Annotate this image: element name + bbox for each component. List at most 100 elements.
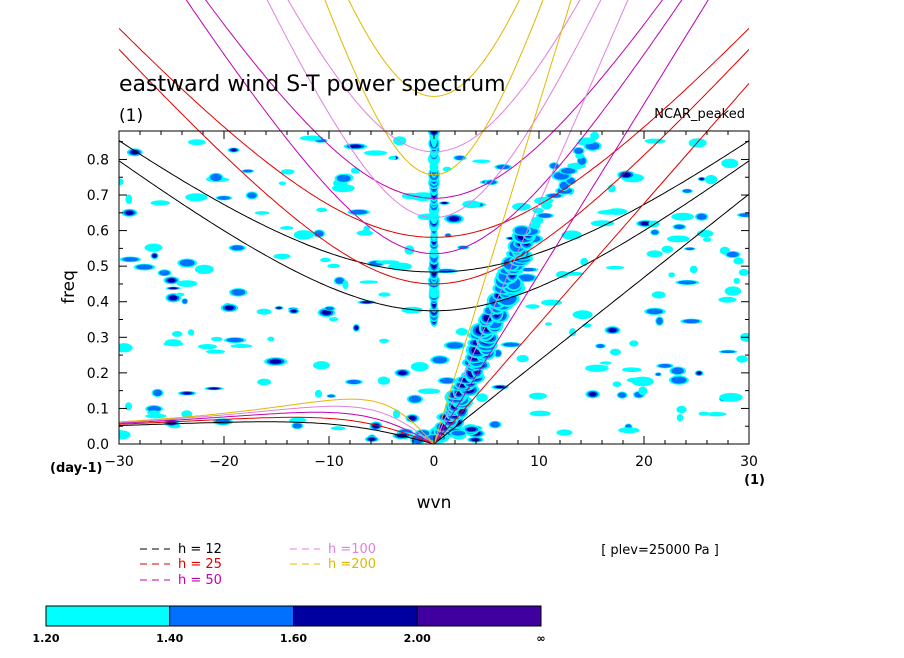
contour-blob bbox=[719, 392, 743, 402]
contour-blob bbox=[471, 438, 480, 442]
x-tick-label: −30 bbox=[104, 454, 134, 470]
contour-blob bbox=[336, 174, 351, 182]
contour-blob bbox=[256, 308, 272, 315]
y-tick-label: 0.8 bbox=[87, 152, 109, 168]
contour-blob bbox=[622, 367, 642, 373]
contour-blob bbox=[739, 213, 749, 217]
contour-blob bbox=[676, 405, 687, 414]
legend-label: h = 50 bbox=[178, 573, 222, 588]
contour-blob bbox=[313, 361, 330, 370]
colorbar-segment bbox=[416, 605, 542, 627]
colorbar-label: ∞ bbox=[536, 632, 545, 645]
contour-blob bbox=[490, 421, 500, 428]
contour-blob bbox=[164, 339, 182, 345]
contour-blob bbox=[590, 220, 615, 227]
contour-blob bbox=[671, 212, 694, 221]
contour-blob bbox=[736, 355, 748, 363]
contour-blob bbox=[299, 135, 324, 141]
contour-blob bbox=[605, 265, 625, 270]
contour-blob bbox=[361, 301, 372, 304]
ig-curve bbox=[119, 160, 749, 312]
contour-blob bbox=[578, 137, 596, 145]
contour-blob bbox=[556, 429, 573, 436]
contour-blob bbox=[242, 169, 253, 173]
contour-blob bbox=[674, 224, 685, 230]
contour-blob bbox=[451, 430, 466, 436]
contour-blob bbox=[293, 230, 314, 240]
contour-blob bbox=[377, 376, 391, 385]
x-unit-left: (day-1) bbox=[50, 461, 102, 476]
contour-blob bbox=[702, 237, 712, 242]
contour-blob bbox=[349, 144, 362, 149]
ig-curve bbox=[185, 0, 683, 255]
rossby-curve bbox=[119, 421, 435, 444]
contour-blob bbox=[136, 264, 153, 270]
contour-blob bbox=[350, 209, 368, 215]
contour-blob bbox=[187, 329, 195, 336]
contour-blob bbox=[125, 210, 134, 215]
contour-blob bbox=[169, 287, 178, 290]
contour-blob bbox=[688, 138, 707, 148]
contour-blob bbox=[476, 393, 488, 403]
contour-blob bbox=[267, 336, 275, 342]
contour-blob bbox=[171, 330, 183, 337]
kelvin-curve bbox=[433, 0, 572, 444]
contour-blob bbox=[292, 423, 302, 429]
x-tick-label: −20 bbox=[209, 454, 239, 470]
contour-blob bbox=[532, 207, 544, 214]
contour-blob bbox=[655, 372, 661, 376]
colorbar-label: 1.40 bbox=[156, 632, 183, 645]
contour-blob bbox=[408, 395, 422, 403]
contour-blob bbox=[410, 361, 429, 372]
dispersion-curves bbox=[119, 0, 749, 444]
y-tick-label: 0.5 bbox=[87, 259, 109, 275]
contour-blob bbox=[597, 209, 621, 215]
axis-ticks bbox=[118, 131, 750, 445]
contour-blob bbox=[122, 257, 139, 262]
contour-blob bbox=[198, 343, 217, 350]
colorbar-label: 2.00 bbox=[404, 632, 431, 645]
rossby-curve bbox=[119, 398, 435, 444]
contour-blob bbox=[667, 235, 690, 243]
contour-blob bbox=[147, 410, 161, 416]
contour-blob bbox=[217, 196, 231, 200]
contour-blob bbox=[316, 207, 328, 212]
contour-blob bbox=[330, 426, 346, 431]
contour-blob bbox=[495, 385, 505, 389]
ig-curve bbox=[119, 49, 749, 285]
colorbar: 1.20 1.40 1.60 2.00 ∞ bbox=[32, 605, 546, 645]
contour-blob bbox=[678, 280, 697, 285]
contour-blob bbox=[153, 389, 163, 397]
kelvin-curve bbox=[433, 0, 709, 444]
contour-blob bbox=[276, 306, 282, 309]
contour-blob bbox=[618, 392, 627, 398]
ig-curve bbox=[119, 27, 749, 238]
contour-blob bbox=[119, 178, 124, 186]
contour-blob bbox=[182, 298, 188, 304]
contour-blob bbox=[342, 280, 349, 290]
contour-blob bbox=[231, 289, 246, 296]
contour-blob bbox=[668, 272, 675, 278]
contour-blob bbox=[538, 213, 552, 218]
contour-blob bbox=[578, 156, 586, 165]
x-tick-label: 0 bbox=[430, 454, 439, 470]
y-tick-labels: 0.0 0.1 0.2 0.3 0.4 0.5 0.6 0.7 0.8 bbox=[87, 152, 109, 453]
contour-blob bbox=[320, 257, 331, 263]
contour-blob bbox=[363, 150, 388, 156]
contour-blob bbox=[254, 211, 270, 215]
contour-blob bbox=[439, 377, 455, 384]
contour-blob bbox=[574, 147, 584, 154]
x-tick-label: 20 bbox=[635, 454, 653, 470]
contour-blob bbox=[733, 257, 744, 265]
contour-blob bbox=[335, 277, 345, 284]
contour-blob bbox=[689, 265, 698, 274]
contour-blob bbox=[378, 292, 391, 297]
x-unit-right: (1) bbox=[744, 473, 765, 488]
contour-blob bbox=[646, 308, 663, 315]
contour-blob bbox=[638, 386, 648, 396]
ig-curve bbox=[266, 0, 602, 219]
contour-blob bbox=[671, 376, 687, 384]
contour-blob bbox=[145, 413, 167, 419]
contour-blob bbox=[651, 229, 659, 235]
contour-blob bbox=[230, 343, 253, 348]
